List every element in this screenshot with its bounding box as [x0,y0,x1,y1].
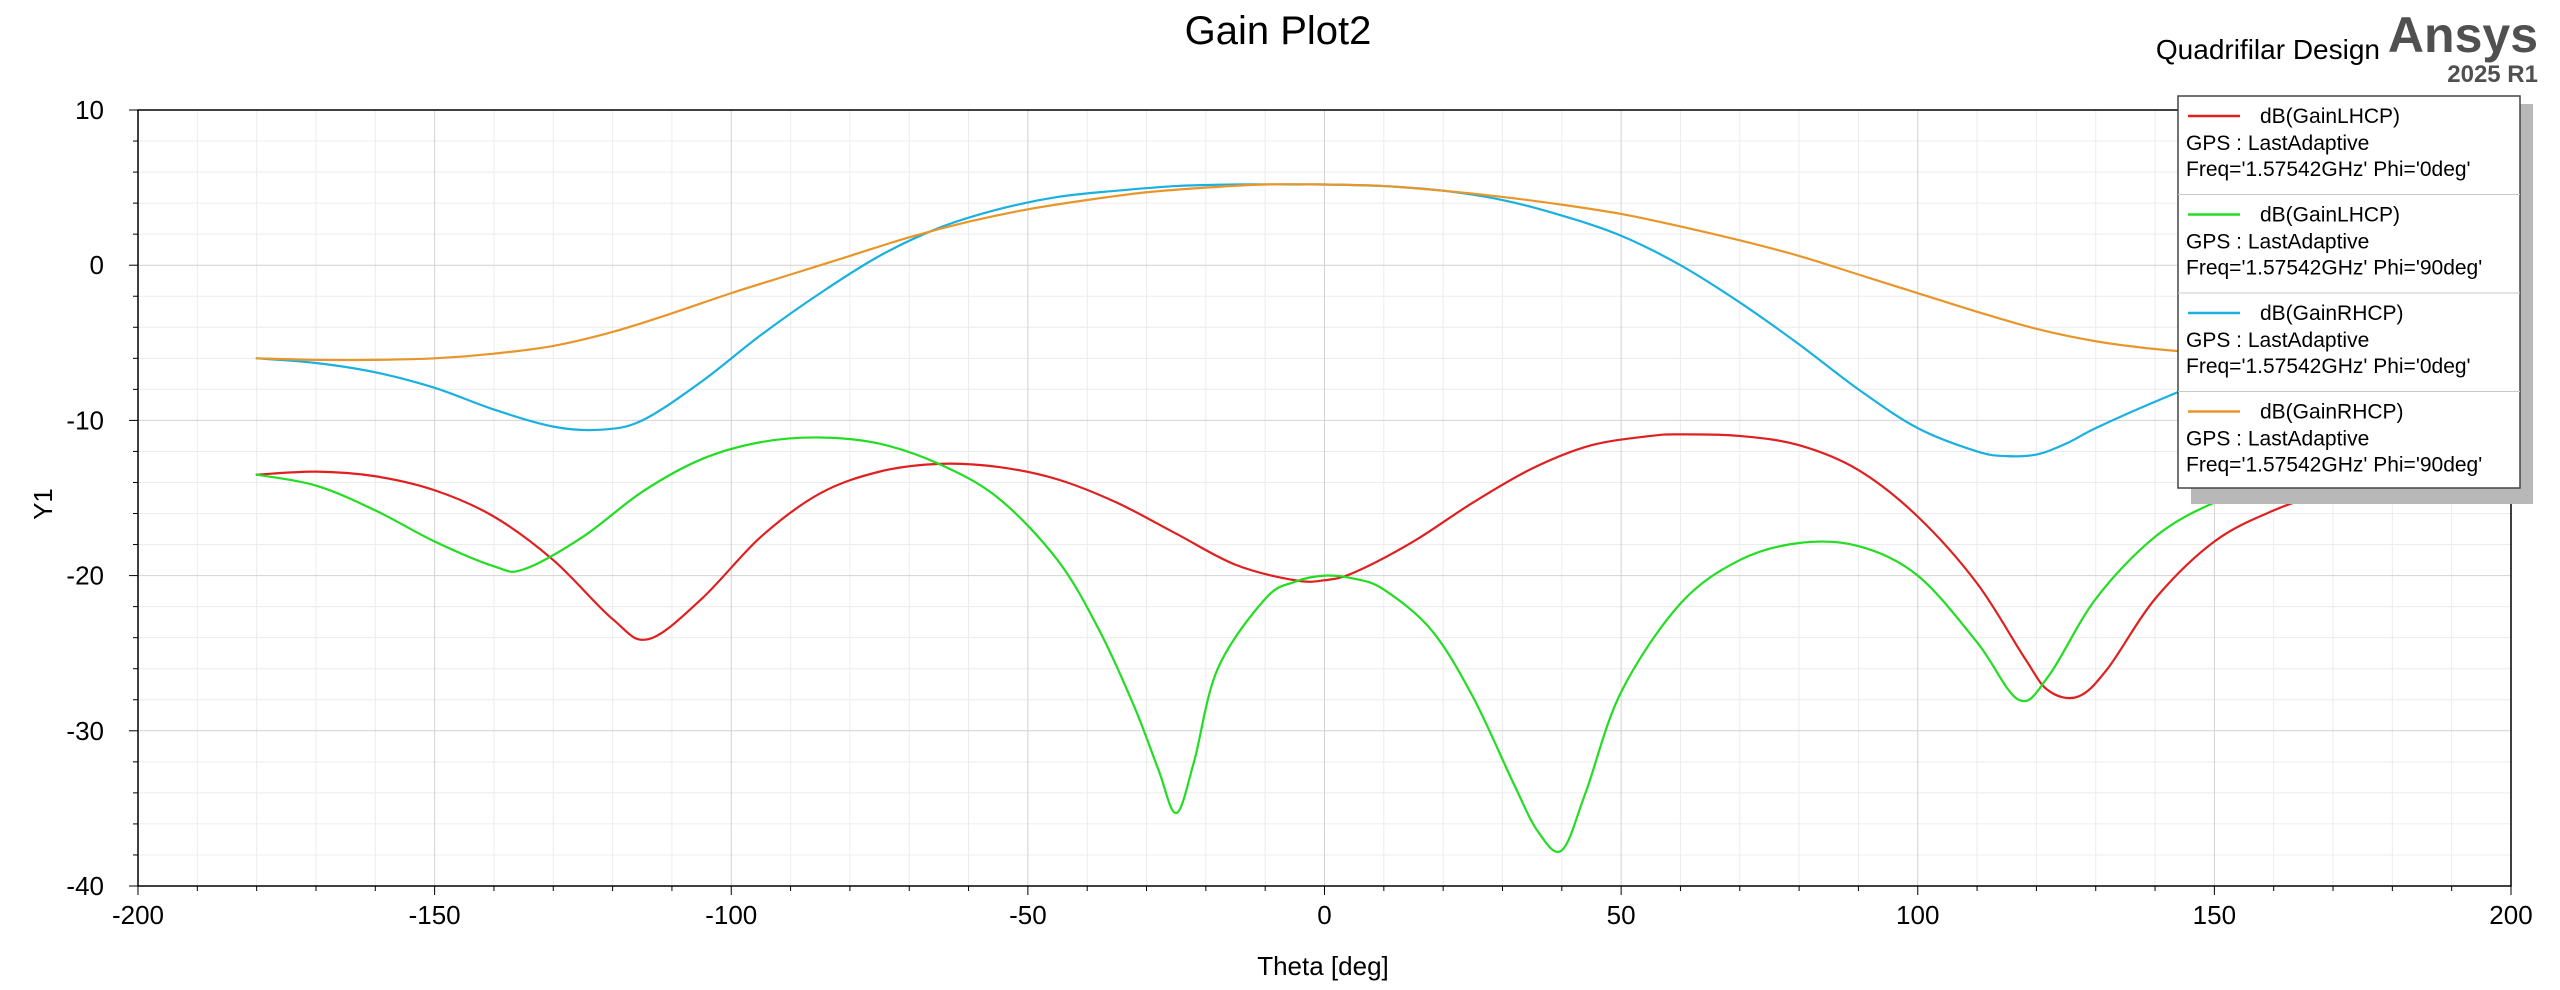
y-tick-label: -20 [66,561,104,591]
x-tick-label: -150 [409,900,461,930]
legend-detail: Freq='1.57542GHz' Phi='90deg' [2186,454,2482,477]
x-axis-tick-labels: -200 -150 -100 -50 0 50 100 150 200 [112,900,2533,930]
y-tick-label: -40 [66,871,104,901]
chart-title: Gain Plot2 [1185,9,1372,53]
y-tick-label: 0 [90,250,104,280]
legend-entry[interactable]: dB(GainRHCP) GPS : LastAdaptive Freq='1.57… [2178,391,2520,477]
legend-series-name: dB(GainRHCP) [2260,302,2404,325]
series-line-2 [255,436,2394,853]
legend-detail: Freq='1.57542GHz' Phi='90deg' [2186,257,2482,280]
x-tick-label: -50 [1009,900,1047,930]
x-tick-label: 0 [1317,900,1331,930]
series-line-4 [255,183,2394,362]
y-tick-label: -10 [66,405,104,435]
legend-detail: Freq='1.57542GHz' Phi='0deg' [2186,158,2471,181]
brand-version: 2025 R1 [2447,61,2538,88]
design-name: Quadrifilar Design [2156,34,2380,65]
legend-detail: GPS : LastAdaptive [2186,329,2369,352]
legend-series-name: dB(GainRHCP) [2260,401,2404,424]
legend-series-name: dB(GainLHCP) [2260,105,2400,128]
legend[interactable]: dB(GainLHCP) GPS : LastAdaptive Freq='1.57… [2177,95,2533,504]
y-axis-title: Y1 [28,488,58,520]
y-tick-label: 10 [75,95,104,125]
y-tick-label: -30 [66,716,104,746]
series-lines [255,183,2394,853]
x-tick-label: 200 [2489,900,2532,930]
x-tick-label: -100 [705,900,757,930]
legend-box [2177,95,2521,489]
legend-entry[interactable]: dB(GainLHCP) GPS : LastAdaptive Freq='1.57… [2186,105,2471,181]
legend-detail: Freq='1.57542GHz' Phi='0deg' [2186,355,2471,378]
x-tick-label: 100 [1896,900,1939,930]
legend-detail: GPS : LastAdaptive [2186,428,2369,451]
y-axis-tick-labels: 10 0 -10 -20 -30 -40 [66,95,104,901]
axis-ticks [129,109,2512,895]
legend-series-name: dB(GainLHCP) [2260,204,2400,227]
legend-entries: dB(GainLHCP) GPS : LastAdaptive Freq='1.57… [2178,105,2520,477]
x-axis-title: Theta [deg] [1257,951,1389,981]
brand-logo: Ansys [2388,7,2538,63]
x-tick-label: 150 [2193,900,2236,930]
series-line-1 [255,433,2394,700]
legend-detail: GPS : LastAdaptive [2186,231,2369,254]
brand-block: Quadrifilar Design Ansys 2025 R1 [2156,7,2538,88]
x-tick-label: -200 [112,900,164,930]
legend-entry[interactable]: dB(GainLHCP) GPS : LastAdaptive Freq='1.57… [2178,194,2520,280]
legend-entry[interactable]: dB(GainRHCP) GPS : LastAdaptive Freq='1.57… [2178,292,2520,378]
x-tick-label: 50 [1607,900,1636,930]
legend-detail: GPS : LastAdaptive [2186,132,2369,155]
